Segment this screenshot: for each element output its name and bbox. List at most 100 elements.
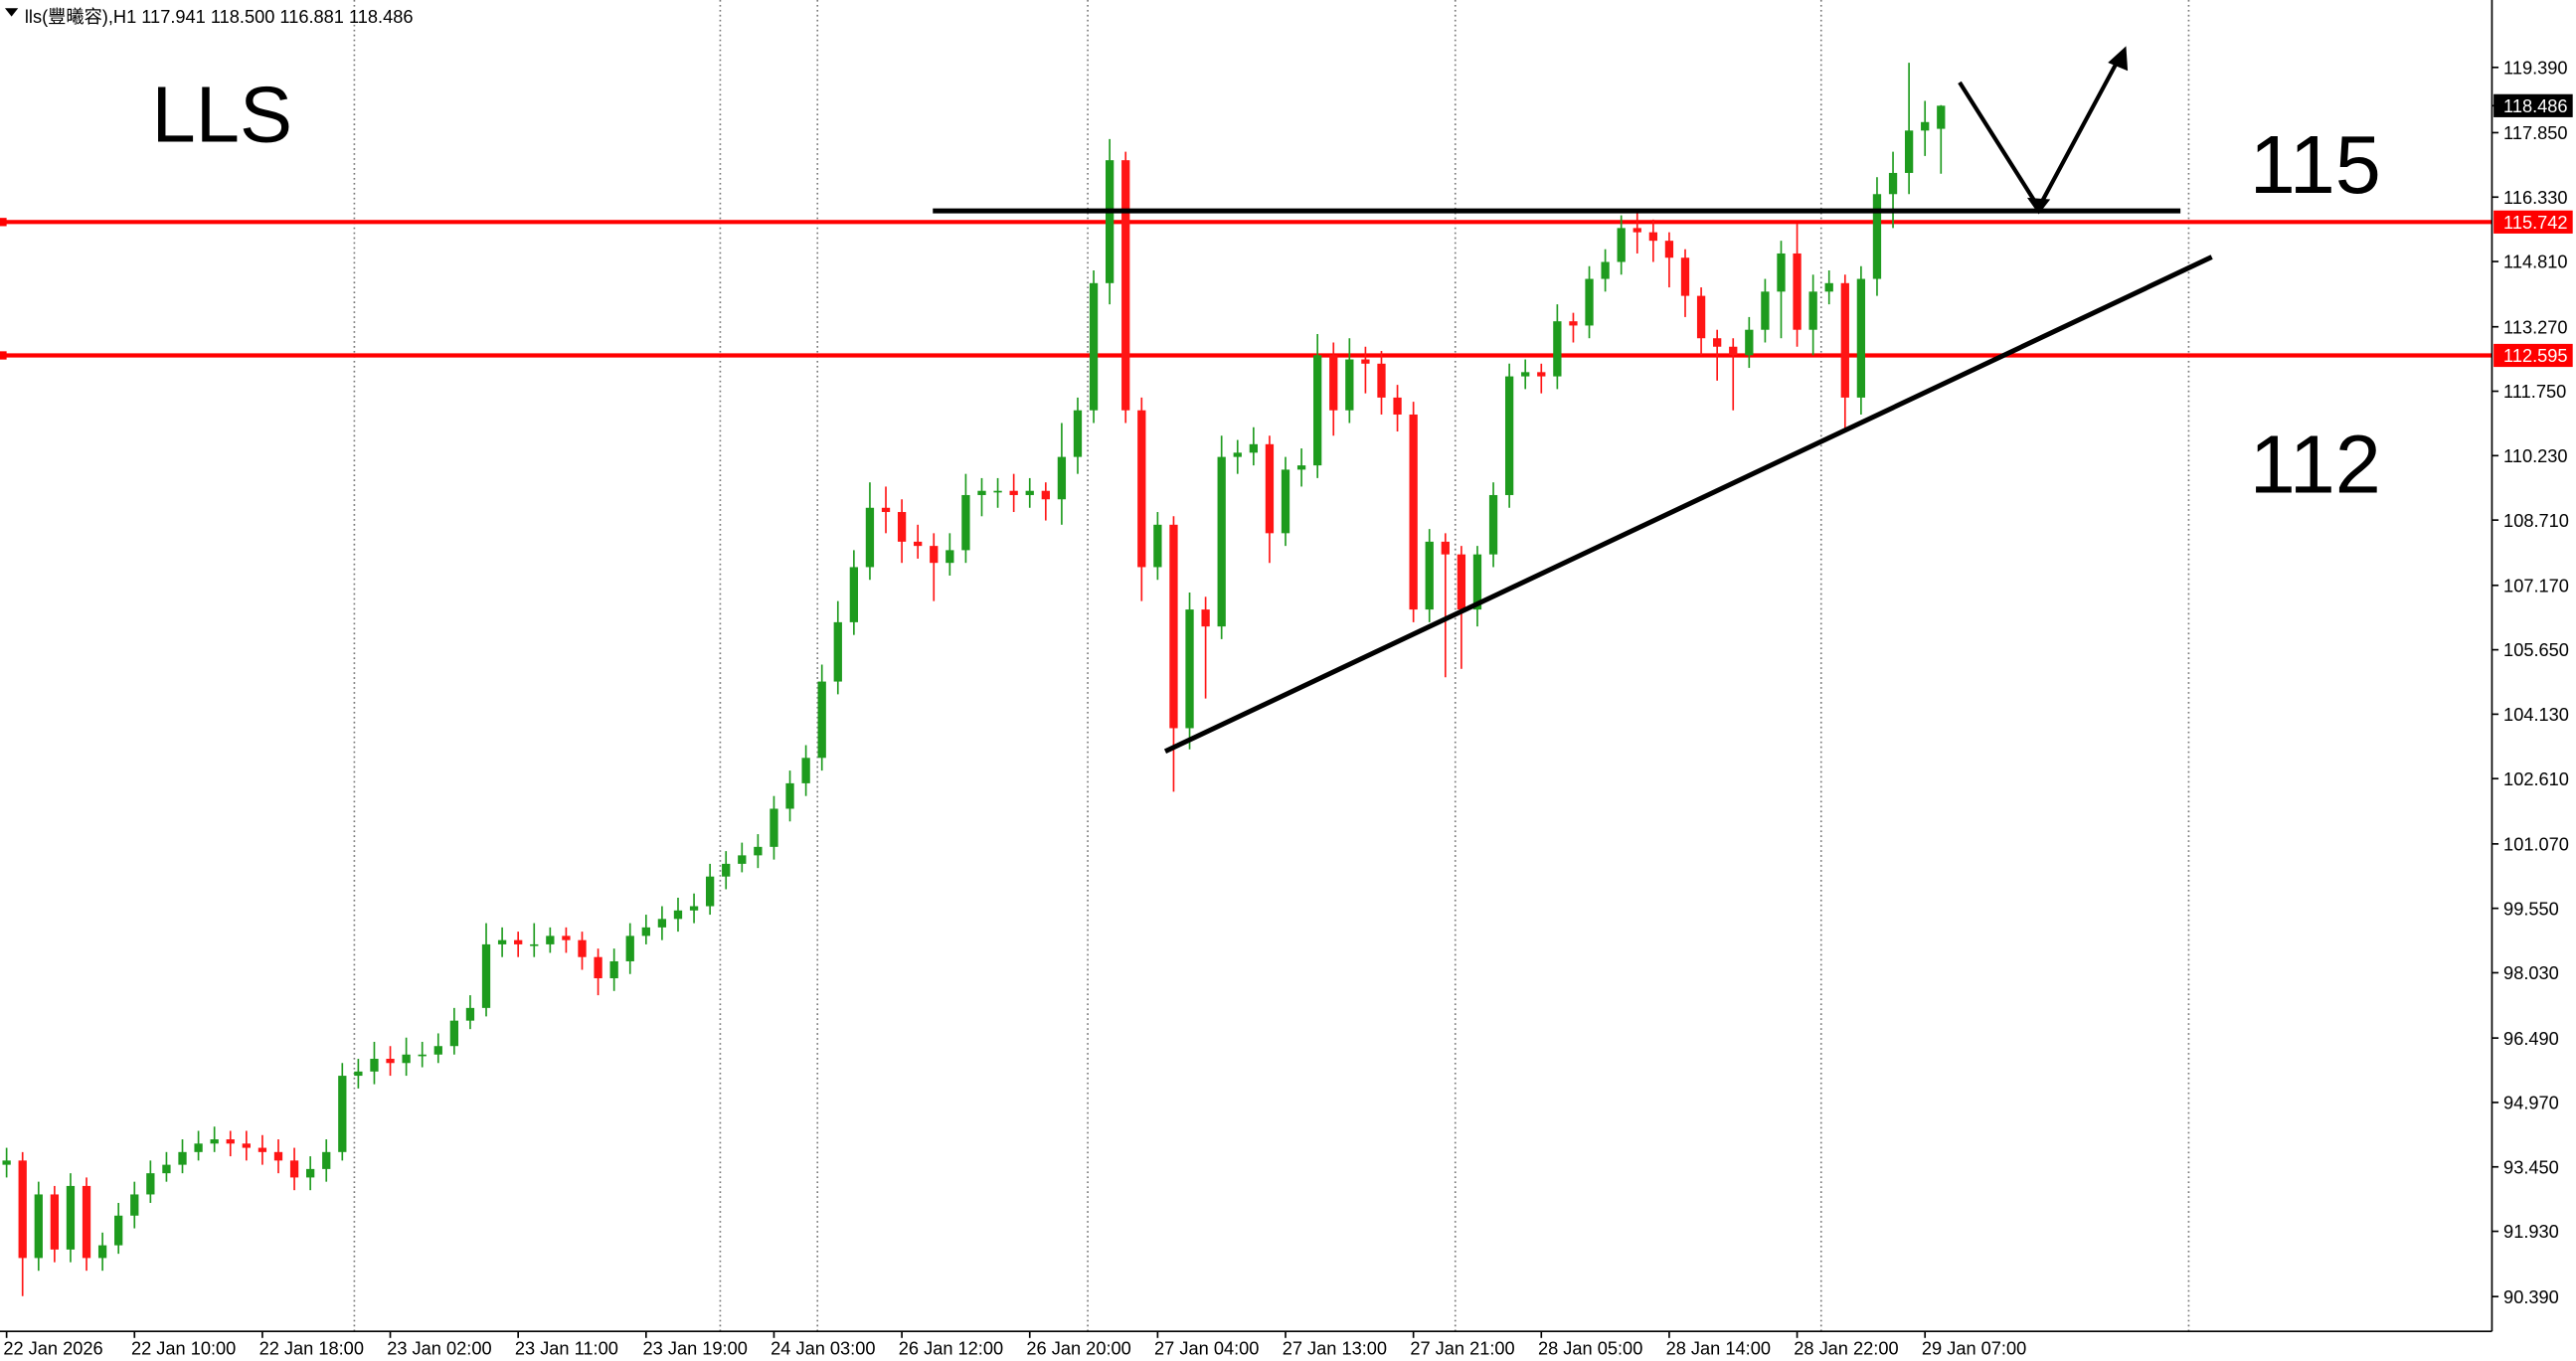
x-tick-label: 27 Jan 21:00: [1410, 1337, 1514, 1358]
y-tick-label: 105.650: [2503, 639, 2569, 660]
candle-body: [1504, 376, 1514, 495]
candle-body: [945, 550, 954, 564]
candle-body: [1777, 253, 1786, 292]
level-tag: [2493, 210, 2573, 234]
candle-body: [625, 936, 634, 961]
candle-body: [433, 1046, 442, 1055]
candle-body: [1185, 609, 1194, 729]
candle-body: [930, 546, 939, 564]
x-tick-label: 22 Jan 18:00: [259, 1337, 364, 1358]
candle-body: [1840, 282, 1849, 398]
candle-body: [1281, 469, 1290, 534]
candle-body: [2, 1160, 11, 1165]
candle-body: [1441, 541, 1450, 555]
y-tick-label: 91.930: [2503, 1221, 2559, 1242]
candle-body: [657, 919, 667, 928]
candle-body: [881, 507, 891, 513]
candle-body: [897, 512, 907, 542]
candle-body: [1648, 232, 1657, 242]
annotation: 115: [2250, 118, 2381, 211]
candle-body: [738, 855, 747, 864]
x-tick-label: 22 Jan 2026: [3, 1337, 102, 1358]
chart-title: lls(豐曦容),H1 117.941 118.500 116.881 118.…: [25, 6, 414, 27]
level-label: 112.595: [2503, 345, 2568, 366]
x-tick-label: 23 Jan 11:00: [515, 1337, 618, 1358]
drawings: [933, 46, 2213, 755]
candle-body: [306, 1168, 315, 1178]
candle-body: [1041, 490, 1050, 500]
annotation: 112: [2250, 419, 2381, 511]
candle-body: [1057, 456, 1067, 500]
candle-body: [609, 960, 618, 979]
level-label: 115.742: [2503, 212, 2568, 233]
annotation: LLS: [152, 71, 293, 159]
candle-body: [578, 939, 587, 957]
x-tick-label: 26 Jan 12:00: [899, 1337, 1003, 1358]
candle-body: [546, 936, 555, 944]
candle-body: [1105, 160, 1115, 283]
candle-body: [1585, 278, 1594, 326]
candle-body: [1296, 465, 1306, 470]
candle-body: [402, 1054, 411, 1064]
y-tick-label: 110.230: [2503, 445, 2568, 466]
candle-body: [1680, 257, 1690, 296]
candle-body: [801, 758, 810, 783]
x-tick-label: 28 Jan 22:00: [1794, 1337, 1898, 1358]
y-tick-label: 101.070: [2503, 833, 2569, 854]
candle-body: [1521, 372, 1530, 377]
candle-body: [1409, 414, 1418, 610]
candle-body: [194, 1143, 203, 1152]
last-price-tag: [2493, 93, 2573, 117]
candle-body: [961, 494, 970, 551]
candle-body: [273, 1151, 283, 1161]
candle-body: [97, 1245, 107, 1259]
level-marker: [0, 351, 7, 360]
candle-body: [1265, 443, 1275, 534]
candles: 118.486: [2, 63, 2573, 1296]
x-tick-label: 27 Jan 13:00: [1283, 1337, 1387, 1358]
candle-body: [1089, 282, 1099, 411]
y-tick-label: 116.330: [2503, 187, 2568, 208]
menu-icon: [4, 8, 19, 17]
candle-body: [641, 927, 650, 936]
y-tick-label: 111.750: [2503, 381, 2566, 402]
candle-body: [722, 863, 731, 877]
candle-body: [1457, 554, 1466, 610]
candle-body: [114, 1215, 123, 1246]
y-tick-label: 117.850: [2503, 122, 2568, 143]
candle-body: [465, 1007, 475, 1021]
candle-body: [1696, 295, 1706, 339]
candle-body: [754, 846, 763, 856]
candle-body: [1361, 359, 1370, 364]
candle-body: [258, 1147, 267, 1152]
candle-body: [1345, 359, 1354, 411]
candle-body: [1249, 443, 1258, 453]
candle-body: [418, 1054, 427, 1057]
arrow-head: [2026, 197, 2051, 215]
x-tick-label: 23 Jan 02:00: [387, 1337, 491, 1358]
candle-body: [1137, 410, 1146, 568]
candle-body: [18, 1160, 27, 1259]
candle-body: [817, 681, 826, 759]
x-tick-label: 27 Jan 04:00: [1154, 1337, 1259, 1358]
y-tick-label: 93.450: [2503, 1156, 2559, 1177]
candle-body: [1233, 452, 1242, 457]
candle-body: [497, 939, 507, 944]
candle-body: [130, 1194, 139, 1216]
candle-body: [1921, 121, 1930, 131]
y-tick-label: 102.610: [2503, 768, 2569, 789]
candle-body: [1472, 554, 1482, 610]
x-tick-label: 23 Jan 19:00: [643, 1337, 748, 1358]
candle-body: [785, 782, 794, 809]
candle-body: [1009, 490, 1018, 495]
candle-body: [1632, 228, 1641, 233]
candle-body: [1553, 321, 1562, 377]
candle-body: [849, 567, 859, 622]
candle-body: [210, 1139, 219, 1144]
candle-body: [449, 1020, 459, 1047]
candle-body: [689, 906, 699, 911]
candle-body: [386, 1059, 395, 1064]
candle-body: [1617, 228, 1626, 262]
candle-body: [1856, 278, 1866, 398]
